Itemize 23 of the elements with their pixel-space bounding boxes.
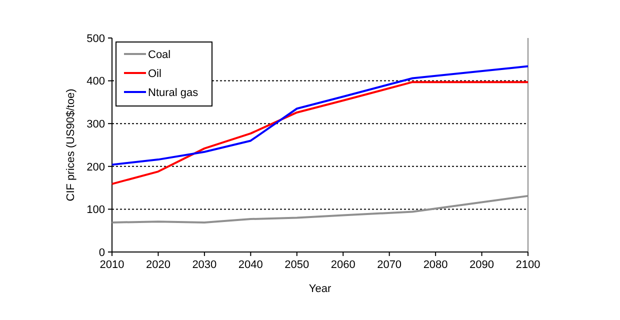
legend-label: Ntural gas	[148, 86, 199, 99]
x-tick-label: 2050	[284, 259, 310, 271]
x-tick-label: 2080	[423, 259, 448, 271]
x-tick-label: 2100	[516, 259, 540, 271]
y-axis-title: CIF prices (US90$/toe)	[65, 88, 77, 202]
legend-label: Coal	[148, 48, 171, 61]
x-tick-label: 2020	[146, 259, 170, 271]
y-tick-label: 200	[86, 161, 105, 174]
x-tick-label: 2090	[470, 259, 494, 271]
line-series	[111, 65, 529, 166]
x-tick-label: 2040	[238, 259, 263, 271]
x-tick-label: 2060	[330, 259, 356, 271]
x-tick-label: 2030	[192, 259, 217, 271]
x-axis-title: Year	[308, 283, 332, 295]
legend-label: Oil	[148, 68, 162, 80]
line-series	[111, 81, 529, 185]
x-tick-label: 2010	[100, 259, 124, 271]
y-tick-label: 400	[86, 76, 105, 88]
y-tick-label: 0	[98, 246, 105, 259]
x-tick-label: 2070	[377, 259, 402, 271]
y-tick-label: 500	[86, 32, 105, 45]
y-tick-label: 300	[86, 118, 105, 130]
y-tick-label: 100	[86, 204, 105, 216]
